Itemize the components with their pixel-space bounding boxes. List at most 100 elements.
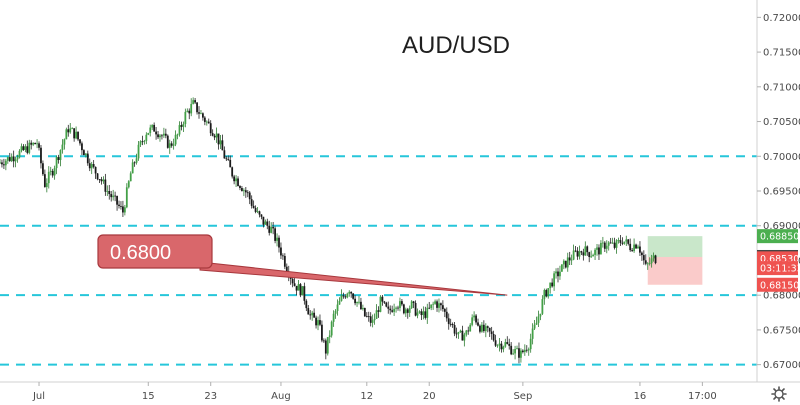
candle-body [652,255,655,259]
candle-body [205,121,208,123]
candle-body [92,164,95,167]
x-tick-label: 16 [634,391,647,402]
candle-body [541,299,544,314]
candle-body [379,296,382,312]
candle-body [141,141,144,143]
candle-body [235,178,237,182]
candle-body [465,330,468,335]
candle-body [603,242,606,249]
candle-body [547,288,550,297]
candle-body [549,282,552,289]
candle-body [502,346,505,350]
candle-body [506,342,509,344]
candle-body [479,325,481,332]
candle-body [471,317,474,325]
candle-body [395,307,397,309]
candle-body [190,103,193,114]
candle-body [207,121,210,124]
candle-body [418,311,421,313]
candle-body [174,134,177,145]
candle-body [196,102,198,113]
candle-body [315,317,317,326]
candle-body [520,350,522,358]
candle-body [79,139,81,144]
candle-body [16,157,19,160]
candle-body [215,133,218,138]
candle-body [440,303,442,306]
candle-body [200,113,202,115]
candle-body [145,134,148,141]
candle-body [375,310,378,319]
candle-body [90,164,93,169]
candle-body [363,307,366,317]
candle-body [553,273,555,287]
candle-body [477,322,479,326]
candle-body [4,160,7,166]
candle-body [492,333,495,341]
candle-body [227,159,230,160]
candle-body [633,244,635,252]
candle-body [580,251,583,253]
candle-body [635,244,637,249]
candle-body [416,312,419,316]
candle-body [307,308,310,315]
candle-body [578,251,581,257]
candle-body [96,173,99,180]
candle-body [135,158,138,163]
candle-body [321,324,323,341]
candle-body [525,349,528,351]
candle-body [6,157,9,161]
price-tag-label: 0.68150 [760,280,799,291]
gear-icon[interactable] [771,386,787,402]
candle-body [51,170,54,176]
candle-body [529,338,532,350]
candle-body [28,142,31,153]
candle-body [385,302,388,307]
candle-body [449,323,452,325]
candle-body [69,128,72,133]
candle-body [387,306,390,309]
candle-body [110,194,113,198]
candle-body [531,328,534,339]
candle-body [399,301,401,309]
candle-body [305,300,308,309]
candle-body [488,327,491,332]
candle-body [203,117,206,122]
candle-body [219,140,222,145]
candle-body [496,345,499,347]
candle-body [116,195,118,205]
candle-body [313,312,316,318]
candle-body [211,133,214,136]
candle-body [49,170,52,172]
candle-body [317,320,319,326]
candle-body [182,123,185,127]
price-tag: 03:11:33 [757,261,800,276]
x-tick-label: 23 [204,391,217,402]
candle-body [637,246,639,249]
candle-body [108,191,111,195]
candle-body [572,250,575,260]
candle-body [535,322,538,325]
candle-body [120,206,122,207]
candle-body [129,173,132,182]
candle-body [34,142,37,145]
candle-body [406,309,409,313]
candle-body [209,123,212,134]
candle-body [623,241,626,244]
candle-body [336,304,339,311]
candle-body [613,242,616,248]
candle-body [344,296,347,298]
candle-body [53,168,56,176]
candle-body [453,325,456,334]
candle-body [73,128,76,139]
candle-body [88,163,91,169]
candle-body [512,353,515,355]
candles [0,97,657,364]
callout-box [97,234,213,269]
candle-body [605,245,608,249]
